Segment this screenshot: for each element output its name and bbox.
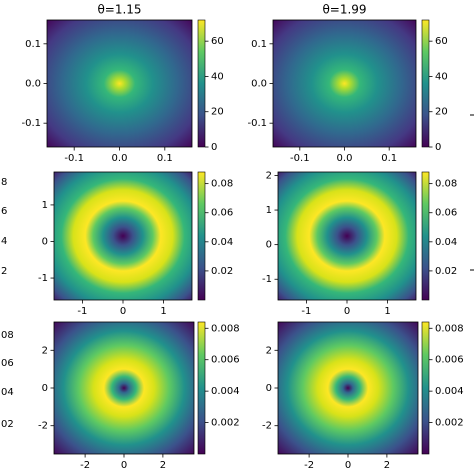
y-tick-label: 2 [42,345,48,356]
colorbar-tick-label: 0.004 [435,386,464,397]
x-tick-label: -1 [77,306,87,317]
y-tick-label: 0.0 [251,79,267,90]
heatmap-image [54,172,192,300]
edge-label: 8 [1,177,7,188]
edge-label: 4 [1,236,7,247]
y-tick-label: 2 [266,345,272,356]
x-tick-label: 2 [160,460,166,471]
y-tick-label: 0 [266,240,272,251]
x-tick-label: 0 [120,306,126,317]
x-tick-label: -1 [301,306,311,317]
panel-title: θ=1.99 [322,3,366,17]
edge-label: 04 [1,387,14,398]
colorbar [421,171,430,301]
colorbar-tick-label: 0.02 [211,266,233,277]
x-tick-label: 0.0 [112,153,128,164]
y-tick-label: -1 [262,274,272,285]
x-tick-label: -2 [304,460,314,471]
y-tick-label: -1 [38,273,48,284]
x-tick-label: 2 [384,460,390,471]
x-tick-label: 0.1 [157,153,173,164]
colorbar-tick-label: 0.02 [435,266,457,277]
colorbar-tick-label: 20 [435,107,448,118]
colorbar-tick-label: 0.002 [435,418,464,429]
colorbar [197,171,206,301]
y-tick-label: 0.1 [251,39,267,50]
colorbar-tick-label: 0.04 [211,237,233,248]
y-tick-label: -0.1 [247,118,267,129]
y-tick-label: 0 [266,383,272,394]
edge-label: 6 [1,206,7,217]
colorbar-tick-label: 0.004 [211,386,240,397]
edge-label: 2 [1,266,7,277]
colorbar [421,19,430,148]
y-tick-label: 0.0 [25,79,41,90]
colorbar-tick-label: 40 [435,71,448,82]
colorbar-tick-label: 60 [211,36,224,47]
x-tick-label: -2 [80,460,90,471]
colorbar [421,321,430,455]
colorbar-tick-label: 0 [211,142,217,153]
colorbar-tick-label: 0.08 [211,179,233,190]
x-tick-label: -0.1 [290,153,310,164]
colorbar-tick-label: 20 [211,107,224,118]
colorbar-tick-label: 0.002 [211,418,240,429]
y-tick-label: 1 [42,200,48,211]
colorbar [197,19,206,148]
colorbar-tick-label: 0.006 [211,355,240,366]
y-tick-label: 2 [266,170,272,181]
colorbar-tick-label: 0.006 [435,355,464,366]
colorbar-tick-label: 60 [435,36,448,47]
heatmap-image [54,322,194,454]
colorbar-tick-label: 0.06 [435,208,457,219]
heatmap-image [273,20,416,147]
colorbar-tick-label: 0 [435,142,441,153]
colorbar-tick-label: 0.04 [435,237,457,248]
x-tick-label: -0.1 [64,153,84,164]
panel-title: θ=1.15 [97,3,141,17]
y-tick-label: -0.1 [21,118,41,129]
y-tick-label: 0 [42,383,48,394]
heatmap-image [278,322,418,454]
x-tick-label: 0.0 [337,153,353,164]
edge-label: 06 [1,358,14,369]
y-tick-label: -2 [38,421,48,432]
x-tick-label: 1 [384,306,390,317]
edge-label: 08 [1,330,14,341]
colorbar-tick-label: 0.08 [435,179,457,190]
colorbar-tick-label: 0.008 [435,323,464,334]
y-tick-label: 0 [42,236,48,247]
x-tick-label: 0 [344,306,350,317]
colorbar-tick-label: 0.008 [211,323,240,334]
heatmap-image [47,20,192,147]
heatmap-image [278,172,416,300]
x-tick-label: 0 [121,460,127,471]
x-tick-label: 0 [345,460,351,471]
colorbar-tick-label: 0.06 [211,208,233,219]
colorbar [197,321,206,455]
colorbar-tick-label: 40 [211,71,224,82]
y-tick-label: -2 [262,421,272,432]
x-tick-label: 0.1 [381,153,397,164]
y-tick-label: 0.1 [25,39,41,50]
edge-label: 02 [1,419,14,430]
x-tick-label: 1 [160,306,166,317]
y-tick-label: 1 [266,205,272,216]
